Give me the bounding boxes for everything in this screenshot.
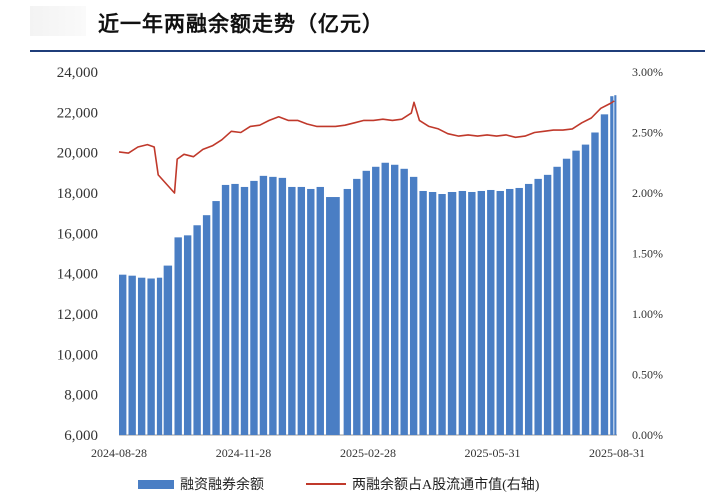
margin-balance-bar — [174, 237, 182, 435]
margin-balance-bar — [259, 175, 268, 435]
margin-balance-bar — [212, 201, 220, 435]
x-tick-label: 2025-02-28 — [340, 446, 396, 460]
chart-header: 近一年两融余额走势（亿元） — [0, 0, 705, 52]
margin-balance-bar — [610, 96, 614, 435]
x-tick-label: 2024-11-28 — [216, 446, 272, 460]
margin-balance-bar — [468, 191, 476, 435]
x-tick-label: 2025-08-31 — [589, 446, 645, 460]
margin-balance-bar — [600, 114, 609, 435]
margin-balance-bar — [316, 186, 324, 435]
margin-balance-bar — [183, 235, 192, 435]
y-right-tick-label: 1.50% — [632, 247, 663, 261]
margin-balance-bar — [591, 132, 599, 435]
margin-balance-bar — [202, 215, 211, 435]
y-left-tick-label: 8,000 — [64, 388, 98, 404]
margin-balance-bar — [581, 144, 590, 435]
y-right-tick-label: 2.00% — [632, 186, 663, 200]
margin-balance-bar — [428, 191, 437, 435]
margin-balance-bar — [487, 189, 495, 435]
margin-balance-bar — [534, 178, 542, 435]
legend-item-line: 两融余额占A股流通市值(右轴) — [306, 475, 539, 493]
legend-label-line: 两融余额占A股流通市值(右轴) — [352, 478, 540, 493]
chart-title: 近一年两融余额走势（亿元） — [98, 12, 384, 36]
y-right-tick-label: 0.50% — [632, 368, 663, 382]
margin-balance-bar — [419, 190, 427, 435]
y-left-tick-label: 10,000 — [57, 347, 98, 363]
margin-balance-bar — [438, 194, 446, 435]
y-left-tick-label: 12,000 — [57, 307, 98, 323]
margin-balance-bar — [362, 170, 370, 436]
y-left-tick-label: 18,000 — [57, 186, 98, 202]
margin-balance-bar — [515, 187, 523, 435]
y-left-tick-label: 22,000 — [57, 105, 98, 121]
y-left-tick-label: 24,000 — [57, 65, 98, 81]
margin-balance-bar — [391, 164, 399, 435]
margin-balance-bar — [506, 188, 514, 435]
y-right-tick-label: 1.00% — [632, 307, 663, 321]
margin-balance-bar — [614, 95, 617, 436]
margin-balance-bar — [409, 176, 418, 435]
chart-area: 6,000 8,000 10,000 12,000 14,000 16,000 18,000… — [57, 65, 663, 460]
y-left-tick-label: 20,000 — [57, 146, 98, 162]
margin-balance-bar — [562, 158, 571, 435]
margin-balance-bar — [193, 225, 201, 435]
legend-swatch-bars — [138, 479, 174, 489]
margin-balance-bar — [447, 191, 457, 435]
x-tick-label: 2025-05-31 — [465, 446, 521, 460]
margin-balance-bar — [553, 166, 561, 435]
margin-balance-bar — [231, 183, 239, 435]
margin-balance-bar — [240, 186, 249, 435]
margin-balance-bar — [156, 277, 163, 435]
margin-balance-bar — [524, 183, 533, 435]
x-tick-label: 2024-08-28 — [91, 446, 147, 460]
y-left-tick-label: 14,000 — [57, 267, 98, 283]
bar-series — [119, 95, 617, 436]
margin-balance-bar — [326, 197, 340, 435]
margin-balance-bar — [288, 186, 296, 435]
margin-balance-bar — [250, 180, 258, 435]
legend: 融资融券余额 两融余额占A股流通市值(右轴) — [0, 475, 705, 495]
y-left-tick-label: 16,000 — [57, 226, 98, 242]
y-right-tick-label: 3.00% — [632, 65, 663, 79]
margin-balance-bar — [372, 166, 380, 435]
y-right-tick-label: 0.00% — [632, 428, 663, 442]
margin-balance-bar — [147, 278, 155, 435]
margin-balance-bar — [496, 190, 504, 435]
y-left-tick-label: 6,000 — [64, 428, 98, 444]
axes-layer: 6,000 8,000 10,000 12,000 14,000 16,000 18,000… — [57, 65, 663, 460]
margin-balance-bar — [353, 178, 361, 435]
margin-balance-bar — [269, 176, 277, 435]
legend-swatch-line — [306, 483, 346, 485]
y-right-tick-label: 2.50% — [632, 126, 663, 140]
margin-balance-bar — [221, 184, 230, 435]
margin-balance-bar — [477, 190, 486, 435]
margin-balance-bar — [343, 188, 352, 435]
logo-watermark — [30, 6, 86, 36]
legend-item-bars: 融资融券余额 — [138, 475, 264, 493]
margin-balance-bar — [543, 174, 552, 435]
legend-label-bars: 融资融券余额 — [180, 478, 264, 493]
margin-ratio-line — [118, 100, 615, 194]
margin-balance-bar — [163, 265, 173, 435]
margin-balance-bar — [458, 190, 467, 435]
margin-balance-bar — [137, 277, 146, 435]
title-underline — [30, 50, 705, 52]
margin-balance-bar — [128, 275, 136, 435]
margin-balance-bar — [381, 162, 389, 435]
line-series — [118, 100, 615, 194]
margin-balance-bar — [400, 168, 408, 436]
margin-balance-bar — [307, 188, 315, 435]
margin-balance-bar — [297, 186, 306, 435]
margin-balance-bar — [278, 177, 287, 435]
margin-balance-bar — [119, 274, 127, 435]
margin-balance-bar — [572, 150, 580, 435]
